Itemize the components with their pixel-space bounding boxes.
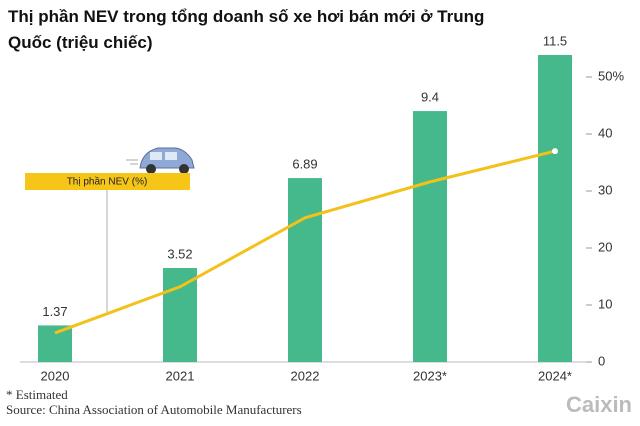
- x-tick-label: 2022: [291, 368, 320, 383]
- value-label: 11.5: [543, 33, 567, 48]
- share-line: [54, 149, 556, 335]
- bar: [288, 178, 322, 362]
- bar: [38, 325, 72, 362]
- note: * Estimated: [6, 387, 68, 402]
- bar: [413, 111, 447, 362]
- car-icon: [126, 147, 195, 174]
- chart-title: Thị phần NEV trong tổng doanh số xe hơi …: [8, 7, 485, 52]
- value-label: 3.52: [167, 246, 192, 261]
- x-tick-label: 2021: [166, 368, 195, 383]
- y2-tick-label: 30: [598, 182, 612, 197]
- line-end-dot: [552, 148, 558, 155]
- bar: [538, 55, 572, 362]
- legend-box: [25, 173, 190, 190]
- legend-label: Thị phần NEV (%): [67, 176, 148, 188]
- y2-tick-label: 20: [598, 239, 612, 254]
- x-tick-label: 2024*: [538, 368, 572, 383]
- bar: [163, 268, 197, 362]
- value-label: 6.89: [292, 157, 317, 172]
- value-label: 9.4: [421, 89, 439, 104]
- x-tick-label: 2020: [41, 368, 70, 383]
- x-tick-label: 2023*: [413, 368, 447, 383]
- y2-tick-label: 10: [598, 296, 612, 311]
- y2-tick-label: 50%: [598, 68, 624, 83]
- y2-tick-label: 40: [598, 125, 612, 140]
- y2-tick-label: 0: [598, 353, 605, 368]
- source: Source: China Association of Automobile …: [6, 402, 302, 417]
- value-label: 1.37: [42, 304, 67, 319]
- brand-logo: Caixin: [566, 392, 632, 417]
